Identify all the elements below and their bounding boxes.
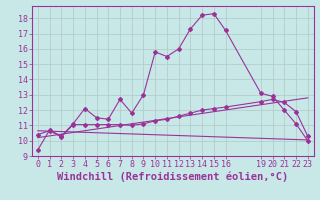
X-axis label: Windchill (Refroidissement éolien,°C): Windchill (Refroidissement éolien,°C)	[57, 172, 288, 182]
